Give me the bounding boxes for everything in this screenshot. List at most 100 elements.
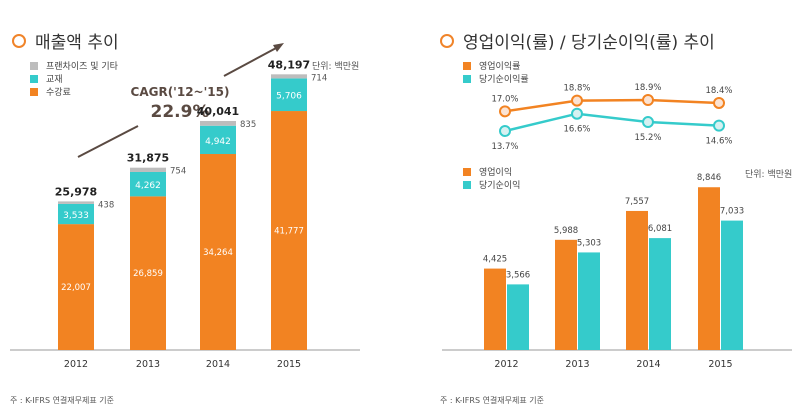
- line-point: [642, 94, 654, 106]
- x-tick-label: 2013: [136, 359, 160, 370]
- total-label: 48,197: [268, 58, 310, 71]
- bar-value-label: 34,264: [203, 248, 233, 258]
- bar-value-label: 5,988: [554, 226, 578, 236]
- orange-swatch-icon: [30, 87, 38, 96]
- x-tick-label: 2015: [277, 359, 301, 370]
- bar-segment-textbook: [130, 171, 166, 197]
- cagr-value: 22.9%: [151, 102, 210, 122]
- legend-item-tuition: 수강료: [30, 85, 118, 98]
- sales-chart-title: 매출액 추이: [12, 28, 119, 53]
- profit-legend: 영업이익 당기순이익: [463, 165, 520, 191]
- bar-value-label: 835: [240, 120, 256, 130]
- line-point: [713, 119, 725, 132]
- bar-segment-franchise: [200, 120, 236, 126]
- op-margin-line: [504, 98, 720, 113]
- point-value-label: 18.8%: [563, 84, 590, 94]
- bar-segment-textbook: [200, 125, 236, 155]
- profit-footnote: 주 : K-IFRS 연결재무제표 기준: [440, 396, 544, 405]
- circle-bullet-icon: [440, 33, 454, 48]
- bar-segment-franchise: [130, 167, 166, 172]
- cagr-label: CAGR('12~'15): [131, 85, 230, 99]
- orange-swatch-icon: [463, 61, 471, 70]
- legend-label: 교재: [46, 75, 63, 85]
- legend-item-net-margin: 당기순이익률: [463, 72, 529, 85]
- op-income-bar: [555, 239, 577, 350]
- x-tick-label: 2013: [565, 359, 589, 370]
- bar-value-label: 26,859: [133, 269, 163, 279]
- x-tick-label: 2012: [494, 359, 518, 370]
- teal-swatch-icon: [463, 74, 471, 83]
- bar-value-label: 5,303: [577, 238, 601, 248]
- profit-chart-title: 영업이익(률) / 당기순이익(률) 추이: [440, 28, 715, 53]
- op-income-bar: [484, 268, 506, 350]
- op-income-bar: [698, 187, 720, 350]
- orange-swatch-icon: [463, 167, 471, 176]
- teal-swatch-icon: [30, 74, 38, 83]
- bar-value-label: 3,533: [63, 211, 89, 221]
- line-point: [571, 94, 583, 107]
- legend-label: 프랜차이즈 및 기타: [46, 62, 118, 72]
- point-value-label: 16.6%: [563, 125, 590, 135]
- bar-value-label: 7,033: [720, 207, 744, 217]
- bar-value-label: 714: [311, 73, 327, 83]
- sales-footnote: 주 : K-IFRS 연결재무제표 기준: [10, 396, 114, 405]
- legend-item-franchise: 프랜차이즈 및 기타: [30, 59, 118, 72]
- profit-title-text: 영업이익(률) / 당기순이익(률) 추이: [463, 33, 715, 53]
- net-income-bar: [507, 284, 529, 350]
- bar-segment-franchise: [271, 74, 307, 79]
- legend-label: 당기순이익: [479, 181, 521, 191]
- legend-label: 영업이익률: [479, 62, 521, 72]
- sales-title-text: 매출액 추이: [35, 33, 119, 53]
- bar-segment-tuition: [200, 154, 236, 350]
- legend-label: 당기순이익률: [479, 75, 529, 85]
- line-point: [571, 107, 583, 120]
- bar-value-label: 8,846: [697, 173, 721, 183]
- line-point: [642, 116, 654, 129]
- bar-segment-franchise: [58, 201, 94, 204]
- total-label: 31,875: [127, 152, 169, 165]
- legend-item-op-income: 영업이익: [463, 165, 520, 178]
- legend-label: 수강료: [46, 88, 71, 98]
- sales-legend: 프랜차이즈 및 기타 교재 수강료: [30, 59, 118, 98]
- net-income-bar: [649, 238, 671, 350]
- total-label: 40,041: [197, 105, 239, 118]
- line-point: [713, 96, 725, 109]
- line-point: [499, 125, 511, 137]
- legend-item-op-margin: 영업이익률: [463, 59, 529, 72]
- point-value-label: 18.4%: [705, 86, 732, 96]
- legend-label: 영업이익: [479, 168, 513, 178]
- cagr-arrow-tail: [77, 125, 139, 158]
- bar-value-label: 3,566: [506, 270, 530, 280]
- cagr-arrow-shaft: [223, 46, 279, 77]
- line-point: [499, 105, 511, 118]
- gray-swatch-icon: [30, 61, 38, 70]
- sales-unit-label: 단위: 백만원: [312, 62, 360, 72]
- legend-item-textbook: 교재: [30, 72, 118, 85]
- legend-item-net-income: 당기순이익: [463, 178, 520, 191]
- bar-segment-tuition: [58, 224, 94, 350]
- profit-unit-label: 단위: 백만원: [745, 170, 793, 180]
- bar-value-label: 4,262: [135, 181, 161, 191]
- bar-value-label: 5,706: [276, 92, 302, 102]
- bar-value-label: 22,007: [61, 283, 91, 293]
- bar-value-label: 438: [98, 200, 114, 210]
- point-value-label: 13.7%: [491, 142, 518, 152]
- point-value-label: 17.0%: [491, 94, 518, 104]
- x-tick-label: 2014: [636, 359, 660, 370]
- teal-swatch-icon: [463, 180, 471, 189]
- x-tick-label: 2012: [64, 359, 88, 370]
- total-label: 25,978: [55, 185, 97, 198]
- net-income-bar: [578, 252, 600, 350]
- profit-charts: 17.0% 18.8% 18.9% 18.4% 13.7% 16.6% 15.2% 14.6%…: [442, 83, 792, 370]
- point-value-label: 15.2%: [634, 133, 661, 143]
- margin-legend: 영업이익률 당기순이익률: [463, 59, 529, 85]
- circle-bullet-icon: [12, 33, 26, 48]
- bar-segment-tuition: [271, 111, 307, 351]
- bar-value-label: 41,777: [274, 227, 304, 237]
- bar-segment-textbook: [271, 78, 307, 112]
- x-tick-label: 2015: [708, 359, 732, 370]
- op-income-bar: [626, 210, 648, 350]
- x-tick-label: 2014: [206, 359, 230, 370]
- bar-segment-tuition: [130, 196, 166, 350]
